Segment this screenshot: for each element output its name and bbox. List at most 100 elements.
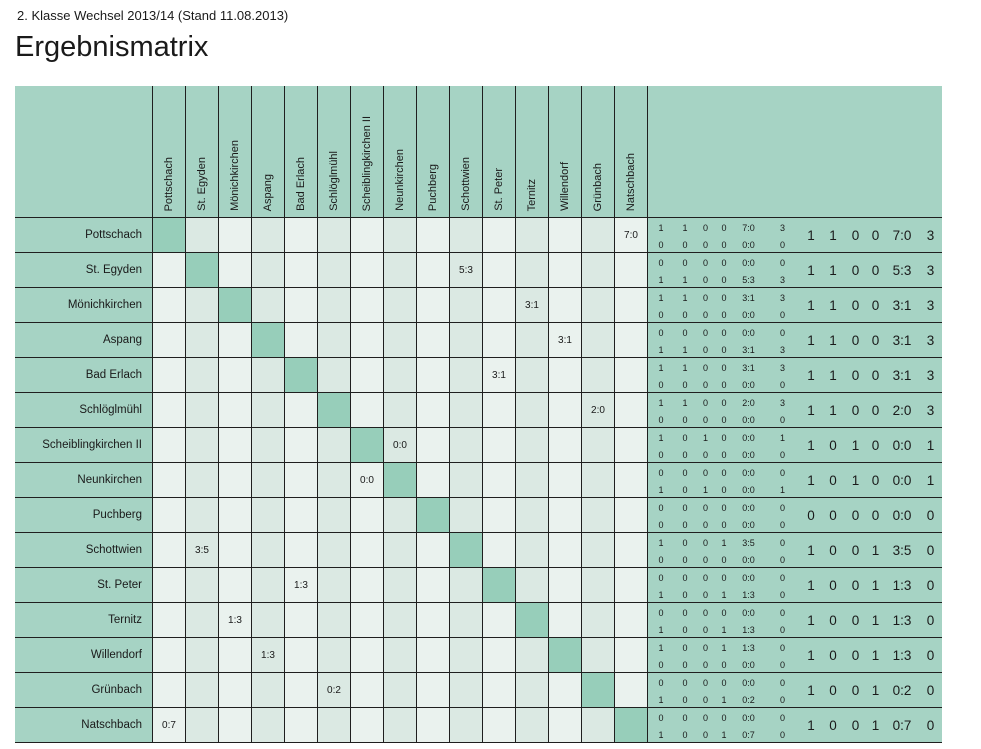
- total-stat: 0: [871, 297, 880, 313]
- matrix-cell: [219, 393, 252, 428]
- matrix-cell: [516, 708, 549, 743]
- matrix-diagonal-cell: [582, 673, 615, 708]
- total-stat: 0: [871, 227, 880, 243]
- away-stat: 0:0: [742, 659, 755, 670]
- away-stat: 0: [658, 309, 664, 320]
- total-stat: 0: [926, 577, 935, 593]
- matrix-cell: [582, 358, 615, 393]
- home-stat: 0:0: [742, 432, 755, 443]
- totals-cell: 1 0 1 0 0:0 1: [801, 463, 942, 498]
- matrix-cell: [285, 323, 318, 358]
- home-stat: 0: [682, 467, 688, 478]
- away-stat: 0:0: [742, 379, 755, 390]
- total-stat: 0: [926, 507, 935, 523]
- header-row: Pottschach St. Egyden Mönichkirchen Aspang B…: [15, 86, 942, 218]
- away-stat: 0: [682, 694, 688, 705]
- total-stat: 3:5: [892, 542, 912, 558]
- matrix-cell: [615, 253, 648, 288]
- matrix-cell: [186, 218, 219, 253]
- page-title: Ergebnismatrix: [15, 31, 209, 63]
- home-stat: 0: [779, 572, 785, 583]
- matrix-cell: [285, 428, 318, 463]
- away-stat: 1:3: [742, 589, 755, 600]
- matrix-cell: [285, 533, 318, 568]
- matrix-cell: [483, 253, 516, 288]
- matrix-cell: [582, 638, 615, 673]
- total-stat: 1: [807, 682, 815, 698]
- matrix-cell: [186, 358, 219, 393]
- home-stat: 1: [682, 397, 688, 408]
- result-cell: 0:0: [384, 428, 417, 463]
- total-stat: 0: [851, 612, 860, 628]
- total-stat: 3: [926, 332, 935, 348]
- matrix-diagonal-cell: [417, 498, 450, 533]
- matrix-cell: [351, 253, 384, 288]
- matrix-cell: [219, 428, 252, 463]
- matrix-cell: [516, 358, 549, 393]
- away-stat: 0:2: [742, 694, 755, 705]
- team-row-label: Pottschach: [15, 218, 153, 253]
- summary-header-cell: [648, 86, 942, 218]
- home-stat: 0: [721, 607, 727, 618]
- team-row-label: Scheiblingkirchen II: [15, 428, 153, 463]
- matrix-diagonal-cell: [549, 638, 582, 673]
- matrix-cell: [582, 428, 615, 463]
- away-stat: 0: [702, 449, 708, 460]
- matrix-cell: [582, 323, 615, 358]
- home-stat: 0:0: [742, 502, 755, 513]
- column-header-label: Grünbach: [591, 162, 604, 211]
- away-stat: 0: [682, 309, 688, 320]
- result-cell: 3:1: [483, 358, 516, 393]
- team-row-label: Natschbach: [15, 708, 153, 743]
- matrix-cell: [384, 638, 417, 673]
- column-header-label: Mönichkirchen: [228, 140, 241, 211]
- home-stat: 0: [682, 502, 688, 513]
- away-stat: 1: [682, 344, 688, 355]
- away-stat: 0: [658, 414, 664, 425]
- home-stat: 0: [658, 327, 664, 338]
- matrix-cell: [252, 568, 285, 603]
- table-row: Bad Erlach 3:1 1 1 0 0 3:1 3 0 0 0 0 0:0 0 1 1 0 0 3:1 3: [15, 358, 942, 393]
- matrix-cell: [219, 708, 252, 743]
- home-stat: 1: [658, 432, 664, 443]
- matrix-cell: [483, 498, 516, 533]
- matrix-cell: [483, 428, 516, 463]
- matrix-cell: [219, 568, 252, 603]
- away-stat: 0: [682, 554, 688, 565]
- matrix-cell: [318, 533, 351, 568]
- matrix-diagonal-cell: [219, 288, 252, 323]
- away-stat: 3: [779, 344, 785, 355]
- home-away-stats-cell: 0 0 0 0 0:0 0 1 0 1 0 0:0 1: [648, 463, 801, 498]
- matrix-cell: [417, 673, 450, 708]
- total-stat: 0: [851, 402, 860, 418]
- result-cell: 1:3: [252, 638, 285, 673]
- corner-header-cell: [15, 86, 153, 218]
- home-stat: 0: [658, 712, 664, 723]
- matrix-cell: [153, 603, 186, 638]
- total-stat: 1: [871, 717, 880, 733]
- home-stat: 0: [779, 712, 785, 723]
- matrix-cell: [483, 673, 516, 708]
- result-cell: 3:1: [549, 323, 582, 358]
- total-stat: 0: [871, 437, 880, 453]
- home-away-stats-cell: 0 0 0 0 0:0 0 1 1 0 0 3:1 3: [648, 323, 801, 358]
- home-away-stats-cell: 1 1 0 0 7:0 3 0 0 0 0 0:0 0: [648, 218, 801, 253]
- matrix-cell: [384, 673, 417, 708]
- total-stat: 0: [851, 542, 860, 558]
- matrix-cell: [615, 428, 648, 463]
- matrix-cell: [285, 253, 318, 288]
- home-stat: 0: [682, 677, 688, 688]
- away-stat: 0: [721, 274, 727, 285]
- totals-cell: 1 0 1 0 0:0 1: [801, 428, 942, 463]
- column-header: Puchberg: [417, 86, 450, 218]
- away-stat: 0: [721, 379, 727, 390]
- matrix-cell: [318, 288, 351, 323]
- matrix-cell: [417, 393, 450, 428]
- away-stat: 0: [682, 484, 688, 495]
- matrix-cell: [219, 463, 252, 498]
- home-stat: 0: [702, 502, 708, 513]
- home-stat: 0:0: [742, 257, 755, 268]
- team-row-label: Grünbach: [15, 673, 153, 708]
- result-cell: 1:3: [219, 603, 252, 638]
- team-row-label: St. Peter: [15, 568, 153, 603]
